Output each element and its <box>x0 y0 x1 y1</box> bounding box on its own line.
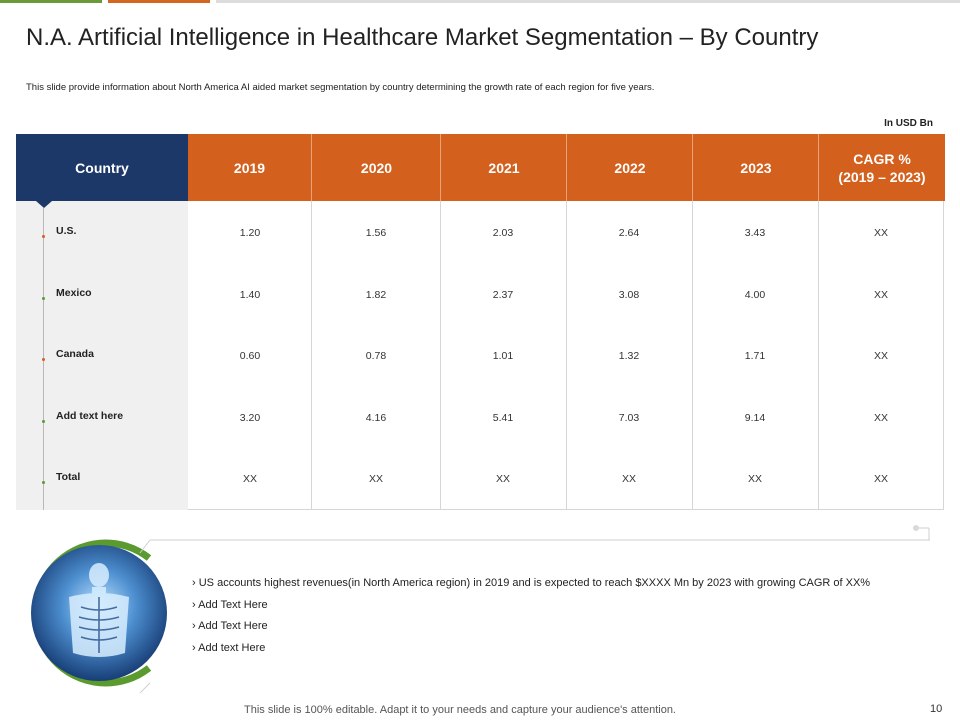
value-cell: 5.41 <box>492 412 514 424</box>
row-bullet-dot <box>42 420 45 423</box>
value-cell: 1.56 <box>365 227 387 239</box>
value-cell: 2.64 <box>618 227 640 239</box>
notes-list: › US accounts highest revenues(in North … <box>192 577 870 663</box>
country-column <box>16 201 188 510</box>
value-cell: 1.40 <box>239 289 261 301</box>
header-cagr: CAGR % (2019 – 2023) <box>818 134 945 201</box>
value-cell: 9.14 <box>744 412 766 424</box>
header-year-2020: 2020 <box>311 134 441 201</box>
top-accent-green <box>0 0 102 3</box>
value-cell: 0.60 <box>239 350 261 362</box>
row-bullet-dot <box>42 481 45 484</box>
value-cell: XX <box>621 473 636 485</box>
note-item: › Add text Here <box>192 641 266 654</box>
value-cell: 4.16 <box>365 412 387 424</box>
cagr-cell: XX <box>873 227 888 239</box>
column-divider <box>440 201 441 510</box>
value-cell: XX <box>368 473 383 485</box>
cagr-cell: XX <box>873 289 888 301</box>
column-divider <box>818 201 819 510</box>
footer-text: This slide is 100% editable. Adapt it to… <box>244 704 676 716</box>
notes-bracket-frame <box>139 525 930 693</box>
column-divider <box>692 201 693 510</box>
value-cell: 3.08 <box>618 289 640 301</box>
header-country: Country <box>16 134 188 201</box>
value-cell: 3.20 <box>239 412 261 424</box>
value-cell: 1.32 <box>618 350 640 362</box>
country-name: U.S. <box>56 225 77 237</box>
row-bullet-dot <box>42 297 45 300</box>
value-cell: 1.01 <box>492 350 514 362</box>
value-cell: 1.82 <box>365 289 387 301</box>
circle-ring-graphic <box>31 539 167 687</box>
header-pointer <box>36 201 52 208</box>
country-name: Canada <box>56 348 94 360</box>
row-bullet-dot <box>42 235 45 238</box>
top-accent-gray <box>216 0 960 3</box>
value-cell: 4.00 <box>744 289 766 301</box>
unit-label: In USD Bn <box>884 118 933 129</box>
country-name: Add text here <box>56 410 124 422</box>
country-name: Mexico <box>56 287 92 299</box>
value-cell: 0.78 <box>365 350 387 362</box>
header-year-2021: 2021 <box>440 134 567 201</box>
header-year-2023: 2023 <box>692 134 819 201</box>
top-accent-orange <box>108 0 210 3</box>
row-bullet-dot <box>42 358 45 361</box>
value-cell: 2.37 <box>492 289 514 301</box>
note-item: › US accounts highest revenues(in North … <box>192 577 871 589</box>
value-cell: 2.03 <box>492 227 514 239</box>
cagr-cell: XX <box>873 412 888 424</box>
column-divider <box>311 201 312 510</box>
cagr-cell: XX <box>873 473 888 485</box>
header-year-2019: 2019 <box>188 134 311 201</box>
value-cell: 1.20 <box>239 227 261 239</box>
slide-title: N.A. Artificial Intelligence in Healthca… <box>26 24 819 51</box>
value-cell: 1.71 <box>744 350 766 362</box>
value-cell: XX <box>747 473 762 485</box>
bracket-end-dot <box>913 525 919 531</box>
value-cell: 3.43 <box>744 227 766 239</box>
slide-subtitle: This slide provide information about Nor… <box>26 82 655 93</box>
cagr-cell: XX <box>873 350 888 362</box>
header-cagr-line2: (2019 – 2023) <box>838 168 926 185</box>
column-divider <box>566 201 567 510</box>
note-item: › Add Text Here <box>192 598 268 611</box>
header-cagr-line1: CAGR % <box>853 150 911 167</box>
country-name: Total <box>56 471 81 483</box>
market-segmentation-table: Country 2019 2020 2021 2022 2023 CAGR % … <box>16 134 945 510</box>
value-cell: 7.03 <box>618 412 640 424</box>
header-year-2022: 2022 <box>566 134 693 201</box>
value-cell: XX <box>495 473 510 485</box>
note-item: › Add Text Here <box>192 620 268 632</box>
value-cell: XX <box>242 473 257 485</box>
page-number: 10 <box>930 703 943 715</box>
